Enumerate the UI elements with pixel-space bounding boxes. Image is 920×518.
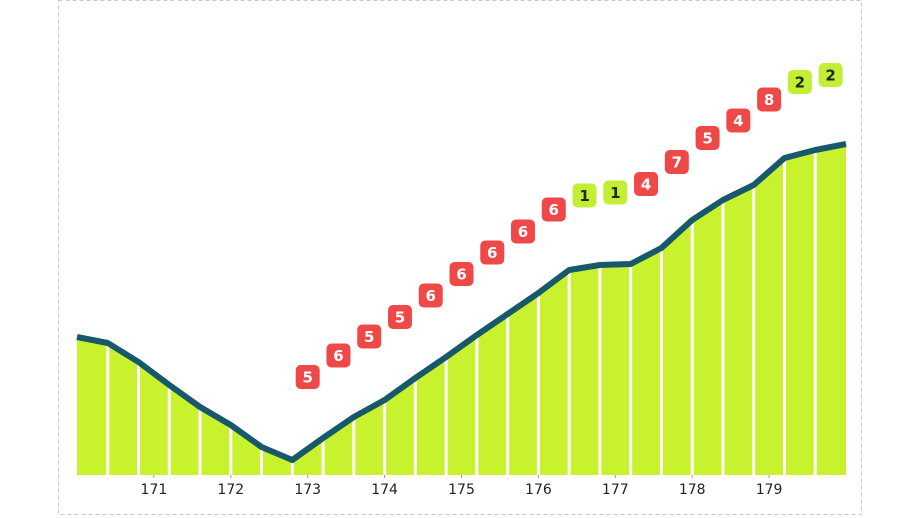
gradient-badge: [695, 126, 720, 150]
x-tick-label: 177: [602, 482, 629, 498]
gradient-badge: [449, 262, 474, 286]
chart-frame: [58, 0, 862, 515]
gradient-badge: [326, 343, 351, 368]
elevation-line: [76, 141, 847, 463]
gradient-label: 2: [795, 74, 805, 92]
gradient-label: 1: [610, 184, 620, 202]
gradient-label: 5: [364, 328, 374, 346]
gradient-badge: [818, 63, 843, 87]
x-tick-label: 178: [679, 482, 706, 498]
gradient-badge: [541, 197, 566, 222]
gradient-label: 4: [641, 176, 651, 194]
gradient-badge: [603, 180, 628, 205]
gradient-badge: [387, 305, 412, 329]
elevation-area: [77, 144, 846, 475]
gradient-badge: [357, 324, 382, 349]
gradient-label: 6: [487, 244, 497, 262]
x-tick-label: 174: [371, 482, 398, 498]
gradient-label: 6: [333, 347, 343, 365]
gradient-label: 6: [549, 201, 559, 219]
gradient-badge: [787, 70, 812, 94]
gradient-label: 4: [733, 112, 743, 130]
gradient-badge: [480, 240, 505, 265]
gradient-label: 6: [518, 223, 528, 241]
gradient-label: 5: [395, 309, 405, 327]
gradient-badge: [511, 219, 536, 244]
gradient-badge: [418, 283, 443, 308]
gradient-label: 1: [579, 187, 589, 205]
gradient-label: 5: [702, 130, 712, 148]
x-tick-label: 179: [756, 482, 783, 498]
x-tick-label: 176: [525, 482, 552, 498]
x-tick-label: 173: [294, 482, 321, 498]
x-tick-label: 171: [141, 482, 168, 498]
x-tick-label: 175: [448, 482, 475, 498]
gradient-badge: [572, 183, 597, 208]
gradient-label: 5: [302, 369, 312, 387]
gradient-label: 8: [764, 91, 774, 109]
gradient-badge: [295, 365, 320, 389]
gradient-badge: [634, 172, 659, 196]
gradient-label: 6: [426, 287, 436, 305]
x-tick-label: 172: [217, 482, 244, 498]
gradient-badge: [757, 87, 782, 112]
gradient-label: 7: [672, 154, 682, 172]
gradient-badge: [726, 108, 751, 133]
gradient-label: 2: [825, 67, 835, 85]
gradient-badge: [664, 150, 689, 174]
gradient-label: 6: [456, 266, 466, 284]
